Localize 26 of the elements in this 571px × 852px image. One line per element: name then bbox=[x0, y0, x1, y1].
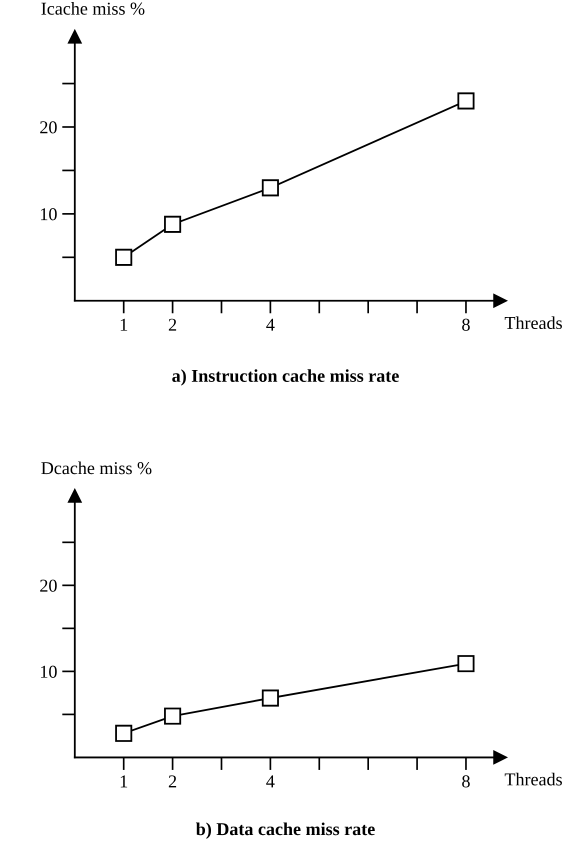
x-tick-label: 8 bbox=[462, 318, 470, 331]
point bbox=[262, 690, 279, 707]
x-axis-title: Threads bbox=[504, 316, 562, 330]
point bbox=[457, 655, 475, 672]
x-tick-label: 1 bbox=[120, 318, 128, 331]
text: b) Data cache miss rate bbox=[196, 822, 375, 839]
y-tick-label: 20 bbox=[40, 580, 57, 592]
point bbox=[262, 179, 279, 196]
x-tick-label: 2 bbox=[168, 318, 176, 331]
x-tick-label: 4 bbox=[266, 775, 275, 788]
y-tick-label: 10 bbox=[40, 208, 57, 220]
point bbox=[164, 216, 182, 233]
y-tick-label: 10 bbox=[40, 666, 57, 678]
y-tick-label: 20 bbox=[40, 121, 57, 134]
x-tick-label: 4 bbox=[266, 318, 275, 331]
point bbox=[457, 92, 475, 110]
text: a) Instruction cache miss rate bbox=[172, 369, 399, 386]
point bbox=[115, 248, 132, 266]
y-axis-title: Icache miss % bbox=[41, 2, 144, 15]
point bbox=[115, 724, 132, 742]
point bbox=[164, 708, 182, 725]
y-axis-title: Dcache miss % bbox=[41, 462, 152, 474]
x-tick-label: 8 bbox=[462, 775, 470, 788]
x-axis-title: Threads bbox=[504, 772, 562, 786]
x-tick-label: 2 bbox=[168, 775, 176, 788]
x-tick-label: 1 bbox=[120, 775, 128, 788]
